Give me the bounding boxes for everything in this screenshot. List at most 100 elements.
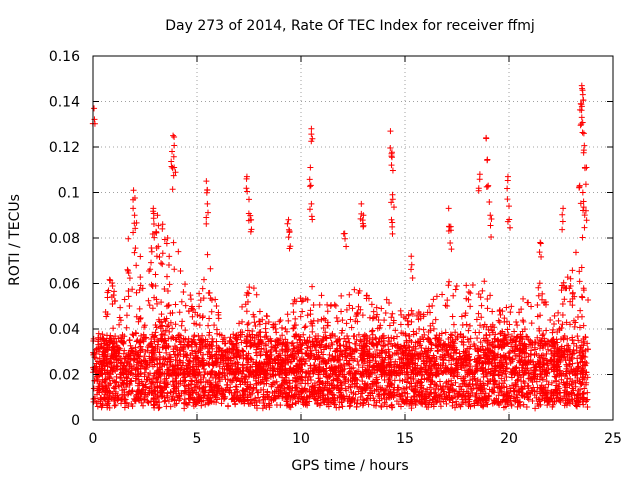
data-point <box>255 394 262 401</box>
data-point <box>350 333 357 340</box>
data-point <box>524 333 531 340</box>
data-point <box>399 378 406 384</box>
data-point <box>167 354 174 361</box>
data-point <box>497 399 504 406</box>
data-point <box>443 347 450 354</box>
data-point <box>569 360 576 367</box>
data-point <box>484 337 491 344</box>
data-point <box>339 403 346 410</box>
data-point <box>489 387 496 394</box>
data-point <box>372 334 379 341</box>
data-point <box>362 387 369 394</box>
data-point <box>466 401 473 408</box>
data-point <box>158 393 165 400</box>
data-point <box>314 400 321 407</box>
data-point <box>253 380 260 387</box>
data-point <box>325 356 332 363</box>
data-point <box>574 333 581 340</box>
data-point <box>548 379 555 386</box>
data-point <box>183 401 190 408</box>
data-point <box>291 391 298 398</box>
data-point <box>291 333 298 340</box>
data-point <box>342 380 349 387</box>
data-point <box>98 404 105 411</box>
data-point <box>533 378 540 385</box>
data-point <box>252 395 259 402</box>
data-point <box>249 400 256 407</box>
data-point <box>132 344 139 351</box>
data-point <box>453 398 460 405</box>
data-point <box>112 401 119 408</box>
data-points <box>89 82 592 412</box>
data-point <box>292 400 299 407</box>
data-point <box>429 377 436 384</box>
data-point <box>415 377 422 384</box>
data-point <box>566 361 573 368</box>
data-point <box>467 385 474 392</box>
data-point <box>254 389 261 396</box>
data-point <box>378 395 385 402</box>
data-point <box>317 394 324 401</box>
data-point <box>180 359 187 366</box>
data-point <box>436 378 443 385</box>
data-point <box>163 403 170 410</box>
data-point <box>386 353 393 360</box>
data-point <box>521 379 528 386</box>
data-point <box>336 398 343 405</box>
data-point <box>457 403 464 410</box>
data-point <box>466 393 473 400</box>
data-point <box>94 403 101 410</box>
data-point <box>452 379 459 386</box>
data-point <box>381 377 388 384</box>
data-point <box>112 383 119 390</box>
data-point <box>545 346 552 353</box>
data-point <box>144 347 151 354</box>
data-point <box>501 377 508 384</box>
data-point <box>145 399 152 406</box>
data-point <box>286 380 293 387</box>
data-point <box>181 388 188 395</box>
data-point <box>128 362 135 369</box>
data-point <box>525 385 532 392</box>
data-point <box>243 343 250 350</box>
data-point <box>477 339 484 346</box>
data-point <box>373 399 380 406</box>
data-point <box>106 388 113 395</box>
data-point <box>222 376 229 383</box>
data-point <box>491 384 498 391</box>
data-point <box>393 398 400 405</box>
data-point <box>344 333 351 340</box>
data-point <box>551 373 558 380</box>
data-point <box>371 402 378 409</box>
data-point <box>520 401 527 408</box>
data-point <box>322 343 329 350</box>
data-point <box>353 403 360 410</box>
data-point <box>545 381 552 388</box>
data-point <box>570 340 577 347</box>
data-point <box>259 405 266 412</box>
data-point <box>164 380 171 387</box>
data-point <box>206 377 213 384</box>
data-point <box>157 353 164 360</box>
chart-title: Day 273 of 2014, Rate Of TEC Index for r… <box>165 18 535 34</box>
data-point <box>207 342 214 349</box>
data-point <box>279 394 286 401</box>
data-point <box>370 395 377 402</box>
data-point <box>346 403 353 410</box>
data-point <box>572 383 579 390</box>
data-point <box>214 394 221 401</box>
data-point <box>168 389 175 396</box>
data-point <box>374 379 381 386</box>
data-point <box>519 362 526 369</box>
data-point <box>189 378 196 385</box>
data-point <box>446 389 453 396</box>
data-point <box>143 366 150 373</box>
data-point <box>202 401 209 408</box>
data-point <box>163 349 170 356</box>
data-point <box>238 339 245 346</box>
data-point <box>326 351 333 358</box>
data-point <box>184 402 191 409</box>
data-point <box>388 402 395 409</box>
data-point <box>232 401 239 408</box>
data-point <box>503 374 510 381</box>
